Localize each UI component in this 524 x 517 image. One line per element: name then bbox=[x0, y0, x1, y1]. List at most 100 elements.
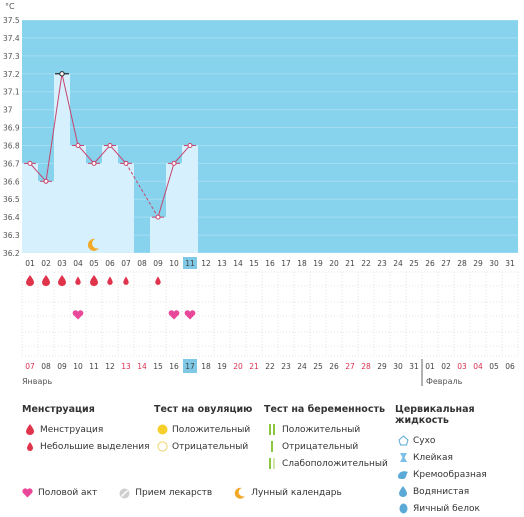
y-tick-label: 37.4 bbox=[3, 34, 20, 43]
date-label: 07 bbox=[25, 362, 35, 371]
day-labels-top: 01 02 03 04 05 06 07 08 09 10 11 12 13 14 15 16 17 18 19 20… bbox=[25, 257, 515, 269]
date-label: 02 bbox=[441, 362, 451, 371]
date-label: 04 bbox=[473, 362, 483, 371]
egg-white-icon bbox=[395, 503, 411, 514]
legend-cervical-sticky: Клейкая bbox=[395, 449, 524, 466]
day-label: 21 bbox=[345, 259, 355, 268]
day-label: 24 bbox=[393, 259, 403, 268]
temperature-bar bbox=[102, 145, 118, 253]
moon-icon bbox=[234, 487, 246, 499]
legend-ovulation-negative: Отрицательный bbox=[154, 438, 252, 455]
day-label: 11 bbox=[185, 259, 195, 268]
small-drop-icon bbox=[22, 442, 38, 451]
date-label: 08 bbox=[41, 362, 51, 371]
date-label: 11 bbox=[89, 362, 99, 371]
legend-label: Положительный bbox=[282, 424, 361, 435]
y-tick-label: 36.3 bbox=[3, 231, 20, 240]
day-label: 16 bbox=[265, 259, 275, 268]
legend-label: Отрицательный bbox=[282, 441, 359, 452]
date-label: 24 bbox=[297, 362, 307, 371]
legend-menstruation-item: Менструация bbox=[22, 421, 150, 438]
temperature-segment bbox=[173, 145, 191, 164]
legend-pregnancy: Тест на беременность Положительный Отриц… bbox=[264, 404, 388, 472]
legend-ovulation-positive: Положительный bbox=[154, 421, 252, 438]
heart-icon bbox=[168, 310, 180, 320]
temperature-point bbox=[187, 142, 193, 148]
day-label: 17 bbox=[281, 259, 291, 268]
temperature-bar bbox=[86, 163, 102, 253]
outline-circle-icon bbox=[154, 441, 170, 452]
temperature-segment bbox=[77, 145, 95, 164]
temperature-bar bbox=[70, 145, 86, 253]
temperature-point bbox=[75, 142, 81, 148]
temperature-bar bbox=[150, 217, 166, 253]
legend-cervical-title: Цервикальная жидкость bbox=[395, 404, 475, 426]
date-label: 14 bbox=[137, 362, 147, 371]
symptom-grid bbox=[21, 271, 519, 357]
day-label: 27 bbox=[441, 259, 451, 268]
y-tick-label: 37.2 bbox=[3, 70, 20, 79]
legend-label: Водянистая bbox=[413, 486, 470, 497]
temperature-bar bbox=[54, 73, 70, 254]
temperature-bar bbox=[118, 163, 134, 253]
legend-menstruation: Менструация Менструация Небольшие выделе… bbox=[22, 404, 150, 455]
legend-label: Положительный bbox=[172, 424, 251, 435]
date-label: 28 bbox=[361, 362, 371, 371]
y-tick-label: 36.2 bbox=[3, 249, 20, 258]
day-label: 07 bbox=[121, 259, 131, 268]
temperature-bar bbox=[38, 181, 54, 253]
single-bar-icon bbox=[264, 441, 280, 452]
moon-markers bbox=[87, 238, 99, 251]
dry-icon bbox=[395, 435, 411, 446]
day-label: 30 bbox=[489, 259, 499, 268]
y-tick-label: 36.6 bbox=[3, 177, 20, 186]
heart-icon bbox=[184, 310, 196, 320]
temperature-segment bbox=[45, 73, 63, 182]
double-bar-icon bbox=[264, 424, 280, 435]
watery-drop-icon bbox=[395, 486, 411, 497]
date-label: 19 bbox=[217, 362, 227, 371]
day-label: 09 bbox=[153, 259, 163, 268]
date-label: 01 bbox=[425, 362, 435, 371]
drop-icon bbox=[42, 275, 50, 287]
temperature-point bbox=[91, 160, 97, 166]
day-label: 26 bbox=[425, 259, 435, 268]
day-highlight bbox=[183, 257, 197, 269]
creamy-icon bbox=[395, 469, 411, 480]
day-label: 14 bbox=[233, 259, 243, 268]
y-tick-label: 37 bbox=[3, 106, 13, 115]
date-label: 25 bbox=[313, 362, 323, 371]
day-label: 12 bbox=[201, 259, 211, 268]
legend-label: Лунный календарь bbox=[251, 488, 342, 498]
temperature-point bbox=[107, 142, 113, 148]
date-label: 12 bbox=[105, 362, 115, 371]
small-drop-icon bbox=[123, 276, 129, 285]
legend-spotting-item: Небольшие выделения bbox=[22, 438, 150, 455]
temperature-point bbox=[171, 160, 177, 166]
legend-cervical-eggwhite: Яичный белок bbox=[395, 500, 524, 517]
temperature-point bbox=[123, 160, 129, 166]
pill-icon bbox=[119, 488, 130, 499]
temperature-point bbox=[155, 214, 161, 220]
legend-ovulation-title: Тест на овуляцию bbox=[154, 404, 253, 415]
day-label: 02 bbox=[41, 259, 51, 268]
day-label: 15 bbox=[249, 259, 259, 268]
day-label: 23 bbox=[377, 259, 387, 268]
temperature-segment bbox=[157, 163, 175, 218]
heart-icon bbox=[72, 310, 84, 320]
legend-medication: Прием лекарств bbox=[119, 488, 212, 499]
date-label: 21 bbox=[249, 362, 259, 371]
temperature-bar bbox=[22, 163, 38, 253]
temperature-segment bbox=[61, 73, 79, 146]
temperature-segment bbox=[125, 163, 159, 218]
day-label: 28 bbox=[457, 259, 467, 268]
y-tick-label: 36.7 bbox=[3, 159, 20, 168]
temperature-point bbox=[43, 178, 49, 184]
temperature-line bbox=[29, 73, 191, 218]
day-label: 22 bbox=[361, 259, 371, 268]
drop-icon bbox=[26, 275, 34, 287]
date-label: 26 bbox=[329, 362, 339, 371]
legend-label: Отрицательный bbox=[172, 441, 249, 452]
legend-label: Половой акт bbox=[38, 488, 98, 498]
legend-cervical: Цервикальная жидкость Сухо Клейкая Кремо… bbox=[395, 404, 524, 517]
